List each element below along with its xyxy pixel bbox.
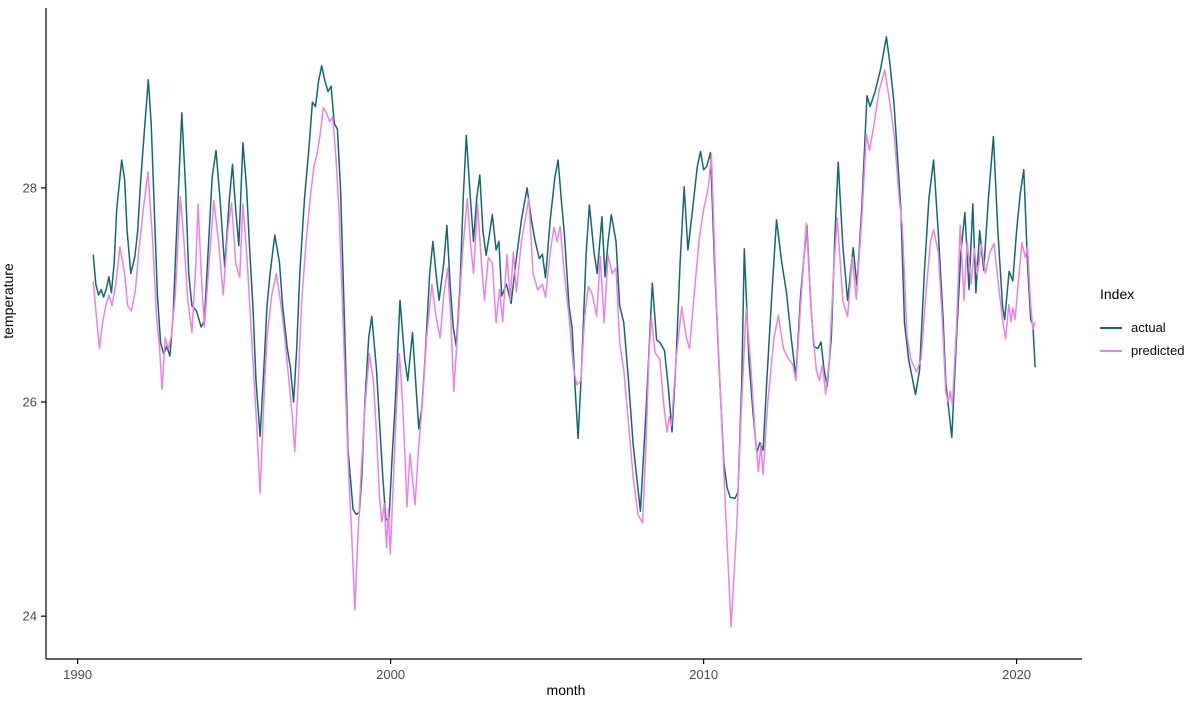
x-tick-label: 2000 (376, 667, 405, 682)
legend-title: Index (1100, 286, 1135, 302)
legend-label-predicted: predicted (1131, 343, 1185, 358)
legend-item-predicted: predicted (1100, 339, 1184, 362)
legend-item-actual: actual (1100, 316, 1184, 339)
y-tick-label: 24 (23, 609, 37, 624)
x-axis-title: month (546, 682, 586, 698)
y-tick-label: 28 (23, 180, 37, 195)
x-tick-label: 1990 (63, 667, 92, 682)
predicted-series-key-line (1100, 349, 1122, 352)
x-tick-label: 2010 (689, 667, 718, 682)
y-tick-label: 26 (23, 395, 37, 410)
y-axis-title: temperature (0, 263, 16, 339)
predicted-series-line (92, 69, 1036, 628)
actual-series-key-line (1100, 326, 1122, 329)
x-tick-label: 2020 (1002, 667, 1031, 682)
legend: Index actual predicted (1100, 286, 1184, 362)
legend-label-actual: actual (1131, 320, 1166, 335)
